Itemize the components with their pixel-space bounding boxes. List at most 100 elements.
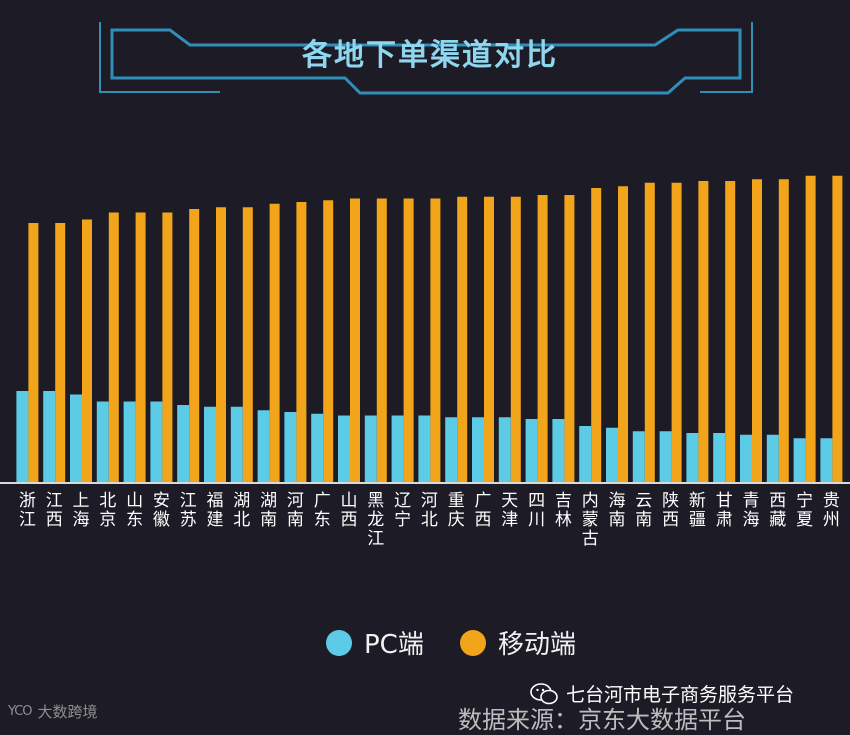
bar-pc-7: [204, 406, 216, 482]
bar-mobile-21: [591, 188, 602, 482]
category-label-30: 贵州: [823, 491, 840, 530]
category-label-20: 吉林: [555, 491, 572, 530]
category-label-4: 山东: [126, 491, 143, 530]
bar-mobile-10: [296, 202, 307, 482]
category-label-17: 广西: [475, 491, 492, 530]
bar-mobile-7: [216, 207, 226, 482]
category-label-9: 湖南: [260, 491, 277, 530]
category-label-16: 重庆: [448, 491, 465, 530]
bar-mobile-1: [55, 223, 66, 482]
category-label-25: 新疆: [689, 491, 706, 530]
bar-pc-29: [793, 438, 806, 482]
mobile-legend-dot: [460, 629, 486, 656]
category-label-29: 宁夏: [796, 491, 813, 530]
pc-legend-dot: [326, 629, 352, 656]
category-label-10: 河南: [287, 491, 304, 530]
watermark-logo: YCO: [8, 704, 33, 719]
bar-mobile-5: [162, 212, 173, 482]
category-label-1: 江西: [46, 491, 63, 530]
legend-item-pc: PC端: [326, 624, 424, 661]
category-label-24: 陕西: [662, 491, 679, 530]
category-label-12: 山西: [341, 491, 358, 530]
bar-mobile-16: [457, 196, 468, 482]
bar-pc-16: [445, 417, 458, 482]
bar-pc-21: [579, 426, 592, 482]
bar-pc-3: [96, 401, 109, 482]
bar-pc-17: [472, 417, 484, 482]
bar-pc-10: [284, 412, 297, 482]
bar-mobile-26: [725, 181, 736, 482]
bar-mobile-23: [644, 182, 655, 482]
wechat-account-name: 七台河市电子商务服务平台: [566, 684, 795, 706]
bar-pc-30: [820, 438, 833, 482]
bar-pc-6: [177, 405, 190, 482]
bar-mobile-0: [28, 223, 39, 482]
bar-pc-25: [686, 433, 699, 482]
bar-mobile-9: [269, 203, 280, 482]
bar-pc-8: [230, 406, 243, 482]
category-label-2: 上海: [73, 491, 90, 530]
category-label-7: 福建: [207, 491, 224, 530]
bar-pc-28: [766, 434, 779, 482]
category-label-19: 四川: [528, 491, 545, 530]
bar-pc-13: [364, 415, 377, 482]
data-source-note: 数据来源：京东大数据平台: [458, 706, 746, 734]
bar-pc-5: [150, 401, 163, 482]
bar-pc-14: [391, 415, 404, 482]
category-label-5: 安徽: [153, 491, 170, 530]
legend-item-mobile: 移动端: [460, 624, 576, 661]
bar-mobile-11: [323, 200, 334, 482]
bar-pc-23: [632, 431, 645, 482]
watermark-text: 大数跨境: [37, 703, 98, 721]
bar-mobile-12: [350, 198, 360, 482]
bar-mobile-14: [403, 198, 414, 482]
bar-pc-0: [16, 391, 29, 482]
bar-mobile-25: [698, 181, 709, 482]
bar-pc-15: [418, 415, 431, 482]
bar-mobile-2: [82, 219, 92, 482]
bar-pc-4: [123, 401, 136, 482]
bar-chart: 浙江江西上海北京山东安徽江苏福建湖北湖南河南广东山西黑龙江辽宁河北重庆广西天津四…: [0, 175, 850, 549]
chart-title: 各地下单渠道对比: [302, 38, 558, 73]
title-frame: [99, 22, 753, 95]
bar-mobile-27: [752, 179, 762, 482]
bar-mobile-6: [189, 209, 200, 482]
bar-pc-19: [525, 419, 538, 482]
bar-mobile-13: [376, 198, 387, 482]
category-label-27: 青海: [743, 491, 760, 530]
category-label-23: 云南: [635, 491, 652, 530]
bar-pc-24: [659, 431, 672, 482]
bar-mobile-30: [832, 175, 843, 482]
bar-mobile-8: [242, 207, 253, 482]
bar-pc-22: [606, 427, 618, 482]
bar-mobile-22: [618, 186, 628, 482]
mobile-legend-label: 移动端: [498, 630, 577, 660]
bar-pc-12: [338, 415, 350, 482]
category-label-11: 广东: [314, 491, 331, 530]
category-label-13: 黑龙江: [367, 491, 384, 549]
bar-mobile-24: [671, 182, 682, 482]
category-label-8: 湖北: [233, 491, 250, 530]
bar-mobile-4: [135, 212, 146, 482]
bar-pc-27: [740, 434, 752, 482]
bar-mobile-20: [564, 195, 575, 482]
category-label-22: 海南: [609, 491, 626, 530]
bar-mobile-3: [108, 212, 119, 482]
bar-pc-11: [311, 413, 324, 482]
wechat-icon: [530, 682, 558, 704]
bar-pc-26: [713, 433, 726, 482]
bar-mobile-18: [510, 196, 521, 482]
bar-mobile-17: [484, 196, 494, 482]
bar-pc-2: [70, 394, 82, 482]
category-label-18: 天津: [501, 491, 518, 530]
category-label-21: 内蒙古: [582, 491, 599, 549]
bar-pc-18: [498, 417, 511, 482]
bar-pc-20: [552, 419, 565, 482]
category-label-6: 江苏: [180, 491, 197, 530]
wechat-account: 七台河市电子商务服务平台: [530, 680, 794, 707]
category-label-0: 浙江: [19, 491, 36, 530]
bar-mobile-28: [778, 179, 789, 482]
category-label-14: 辽宁: [394, 491, 411, 530]
bar-mobile-19: [537, 195, 548, 482]
watermark: YCO 大数跨境: [8, 701, 98, 722]
